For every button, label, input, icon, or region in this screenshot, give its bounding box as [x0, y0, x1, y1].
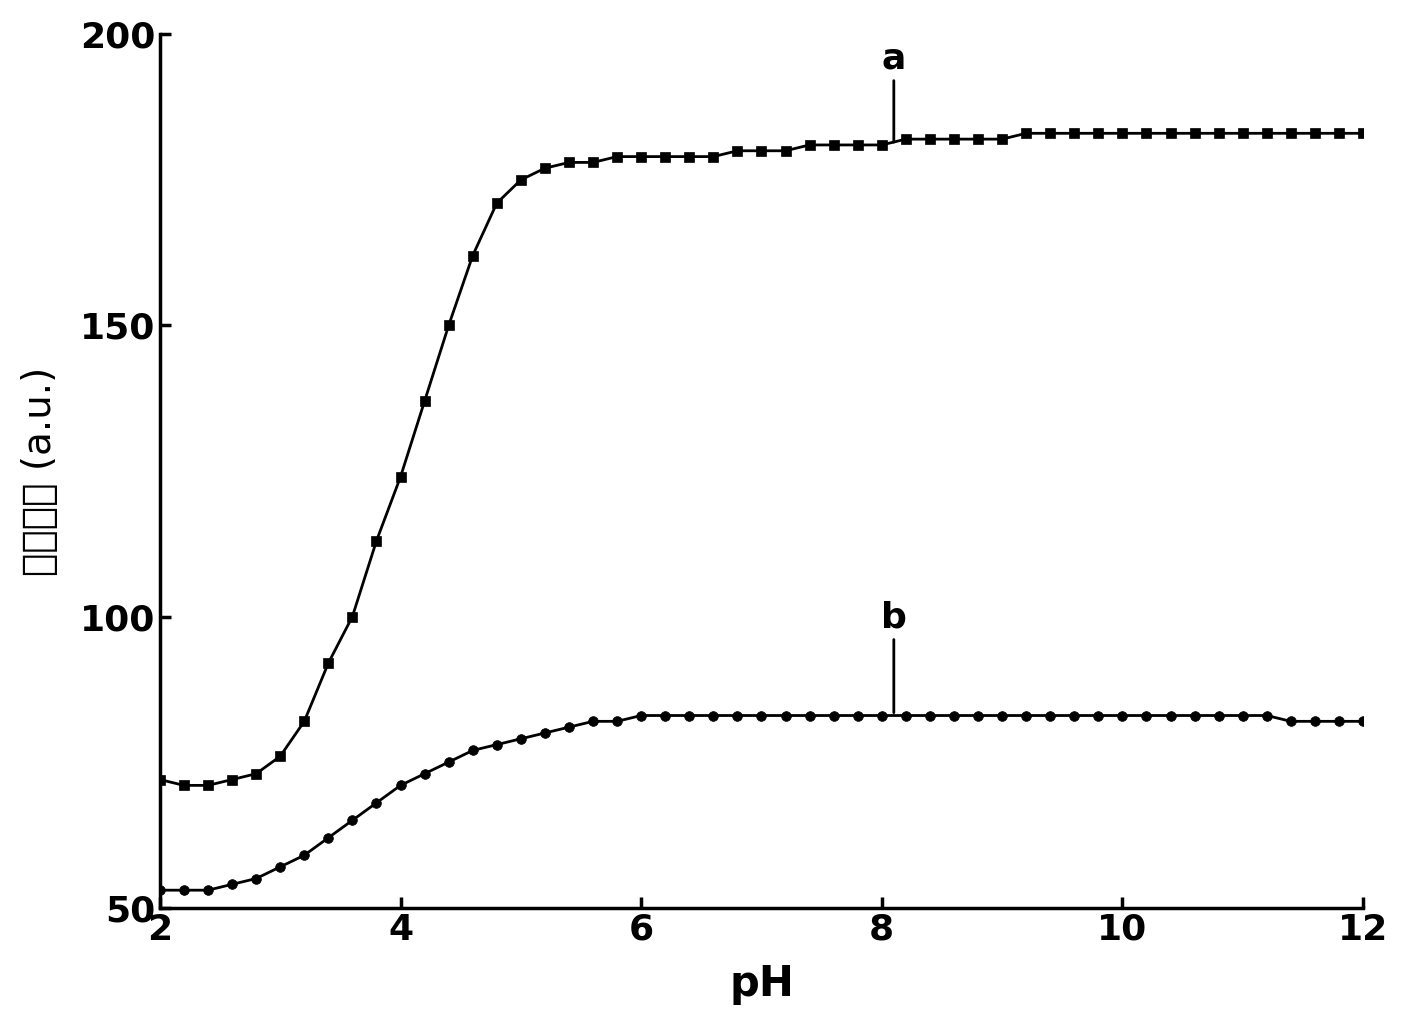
X-axis label: pH: pH	[728, 963, 793, 1005]
Text: a: a	[882, 41, 906, 143]
Y-axis label: 荚光强度 (a.u.): 荚光强度 (a.u.)	[21, 366, 59, 576]
Text: b: b	[881, 600, 907, 713]
